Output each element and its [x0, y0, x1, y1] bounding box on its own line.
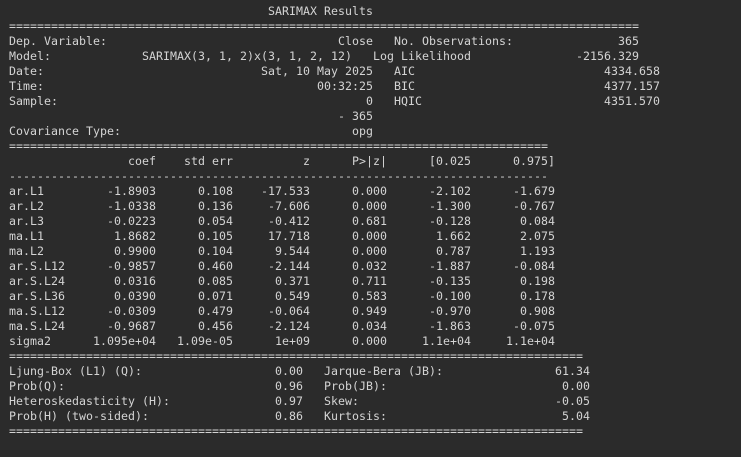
coef-table-row: ma.S.L24 -0.9687 0.456 -2.124 0.034 -1.8…	[9, 319, 556, 333]
coef-table-row: ma.S.L12 -0.0309 0.479 -0.064 0.949 -0.9…	[9, 304, 556, 318]
summary-row: Model: SARIMAX(3, 1, 2)x(3, 1, 2, 12) Lo…	[9, 49, 640, 63]
results-title: SARIMAX Results	[9, 4, 640, 18]
coef-table-row: ar.S.L24 0.0316 0.085 0.371 0.711 -0.135…	[9, 274, 556, 288]
separator-line: ========================================…	[9, 349, 584, 363]
summary-row: - 365	[9, 109, 640, 123]
coef-table-row: ar.S.L36 0.0390 0.071 0.549 0.583 -0.100…	[9, 289, 556, 303]
coef-table-row: ar.L2 -1.0338 0.136 -7.606 0.000 -1.300 …	[9, 199, 556, 213]
coef-table-row: sigma2 1.095e+04 1.09e-05 1e+09 0.000 1.…	[9, 334, 556, 348]
separator-line: ========================================…	[9, 424, 584, 438]
coef-table-row: ma.L1 1.8682 0.105 17.718 0.000 1.662 2.…	[9, 229, 556, 243]
diagnostics-row: Heteroskedasticity (H): 0.97 Skew: -0.05	[9, 394, 591, 408]
summary-row: Sample: 0 HQIC 4351.570	[9, 94, 661, 108]
coef-table-row: ma.L2 0.9900 0.104 9.544 0.000 0.787 1.1…	[9, 244, 556, 258]
dash-separator-line: ----------------------------------------…	[9, 169, 549, 183]
diagnostics-row: Prob(Q): 0.96 Prob(JB): 0.00	[9, 379, 591, 393]
separator-line: ========================================…	[9, 19, 640, 33]
coef-table-header: coef std err z P>|z| [0.025 0.975]	[9, 154, 556, 168]
summary-row: Date: Sat, 10 May 2025 AIC 4334.658	[9, 64, 661, 78]
summary-row: Covariance Type: opg	[9, 124, 640, 138]
sarimax-results-output: SARIMAX Results ========================…	[9, 4, 660, 439]
separator-line: ========================================…	[9, 139, 549, 153]
diagnostics-row: Prob(H) (two-sided): 0.86 Kurtosis: 5.04	[9, 409, 591, 423]
coef-table-row: ar.L3 -0.0223 0.054 -0.412 0.681 -0.128 …	[9, 214, 556, 228]
coef-table-row: ar.L1 -1.8903 0.108 -17.533 0.000 -2.102…	[9, 184, 556, 198]
summary-row: Dep. Variable: Close No. Observations: 3…	[9, 34, 640, 48]
summary-row: Time: 00:32:25 BIC 4377.157	[9, 79, 661, 93]
diagnostics-row: Ljung-Box (L1) (Q): 0.00 Jarque-Bera (JB…	[9, 364, 591, 378]
coef-table-row: ar.S.L12 -0.9857 0.460 -2.144 0.032 -1.8…	[9, 259, 556, 273]
